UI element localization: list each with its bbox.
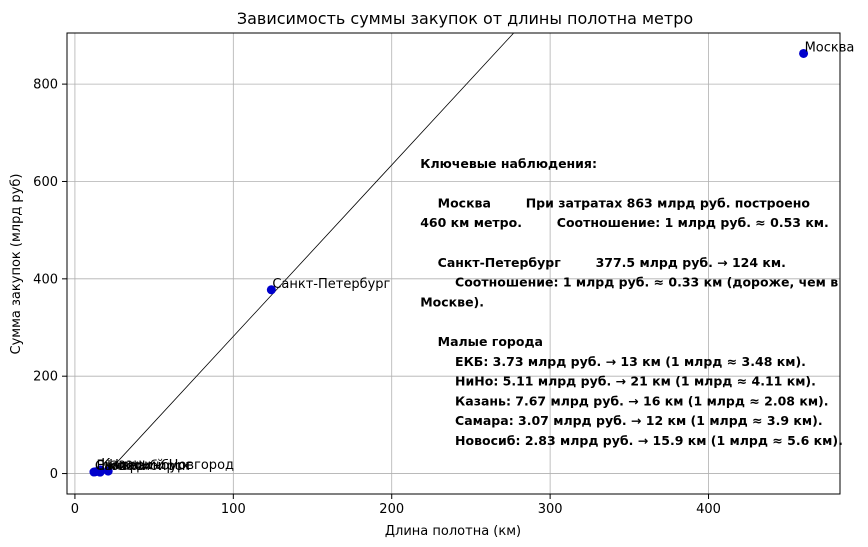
data-points <box>89 48 809 477</box>
y-tick-label: 400 <box>33 272 58 287</box>
annotation-line: 460 км метро. Соотношение: 1 млрд руб. ≈… <box>420 215 829 230</box>
data-point <box>103 466 113 476</box>
trend-line <box>106 32 514 474</box>
x-axis-label: Длина полотна (км) <box>385 524 521 539</box>
x-tick-label: 200 <box>379 502 404 517</box>
y-tick-label: 200 <box>33 370 58 385</box>
y-tick-label: 0 <box>50 467 58 482</box>
data-point <box>95 467 105 477</box>
point-labels: Москва Санкт-Петербург ЕкатеринбургНижний … <box>95 40 854 474</box>
trend-line-layer <box>106 32 514 474</box>
data-point-label: Санкт-Петербург <box>272 277 390 292</box>
annotation-line: Казань: 7.67 млрд руб. → 16 км (1 млрд ≈… <box>420 393 828 408</box>
data-point-label: Москва <box>805 40 855 55</box>
annotation-line: Москве). <box>420 294 484 309</box>
y-tick-label: 800 <box>33 78 58 93</box>
annotation-box: Ключевые наблюдения: Москва При затратах… <box>420 156 843 448</box>
x-tick-label: 300 <box>538 502 563 517</box>
x-tick-label: 100 <box>221 502 246 517</box>
annotation-line: Санкт-Петербург 377.5 млрд руб. → 124 км… <box>420 255 786 270</box>
y-tick-label: 600 <box>33 175 58 190</box>
data-point-label: Новосибирск <box>101 459 190 474</box>
data-point-label: Казань <box>101 457 149 472</box>
annotation-line: Соотношение: 1 млрд руб. ≈ 0.33 км (доро… <box>420 275 838 290</box>
annotation-line: Самара: 3.07 млрд руб. → 12 км (1 млрд ≈… <box>420 413 822 428</box>
y-axis-ticks: 0 200 400 600 800 <box>33 78 67 482</box>
data-point <box>799 48 809 58</box>
data-point <box>266 285 276 295</box>
y-axis-label: Сумма закупок (млрд руб) <box>9 174 24 355</box>
data-point-label: Самара <box>95 459 146 474</box>
annotation-line: Ключевые наблюдения: <box>420 156 597 171</box>
x-axis-ticks: 0 100 200 300 400 <box>71 494 721 517</box>
data-point-label: Екатеринбург <box>97 459 193 474</box>
annotation-line: Малые города <box>420 334 543 349</box>
x-tick-label: 0 <box>71 502 79 517</box>
data-point-label: Нижний Новгород <box>109 458 234 473</box>
grid-lines <box>67 33 840 494</box>
x-tick-label: 400 <box>696 502 721 517</box>
annotation-line: Новосиб: 2.83 млрд руб. → 15.9 км (1 млр… <box>420 433 843 448</box>
chart-title: Зависимость суммы закупок от длины полот… <box>237 9 693 28</box>
plot-area: Москва Санкт-Петербург ЕкатеринбургНижний … <box>66 32 854 495</box>
plot-frame <box>66 32 841 495</box>
annotation-line: ЕКБ: 3.73 млрд руб. → 13 км (1 млрд ≈ 3.… <box>420 354 806 369</box>
annotation-line: Москва При затратах 863 млрд руб. постро… <box>420 195 810 210</box>
annotation-line: НиНо: 5.11 млрд руб. → 21 км (1 млрд ≈ 4… <box>420 374 816 389</box>
